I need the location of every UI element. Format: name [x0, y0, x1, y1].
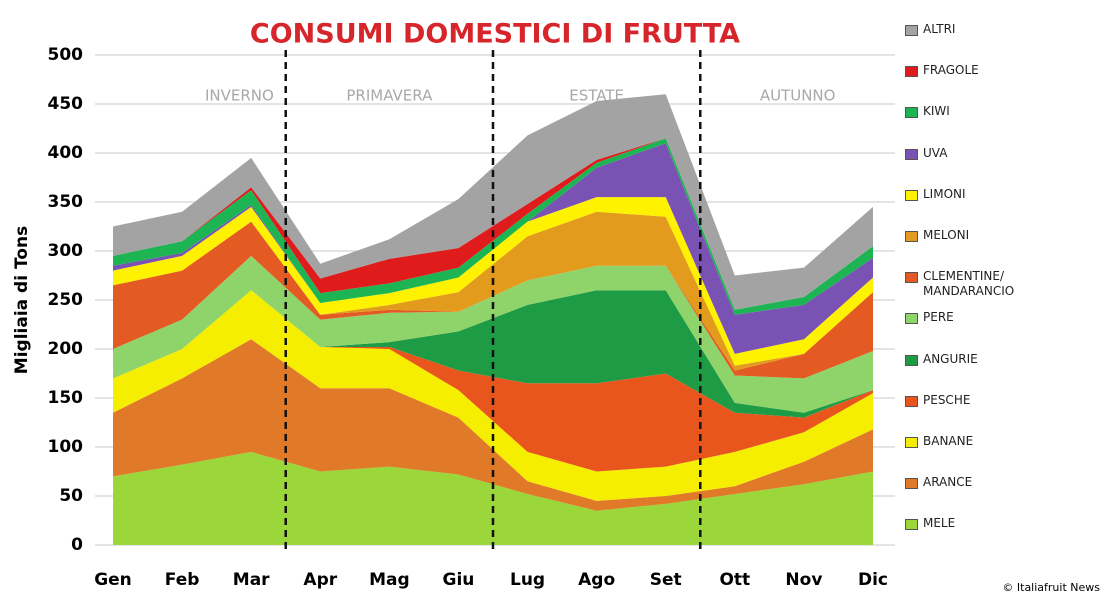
- x-tick-label: Mag: [369, 570, 410, 590]
- x-tick-label: Giu: [443, 570, 475, 590]
- y-axis-label: Migliaia di Tons: [12, 226, 32, 374]
- legend-item: CLEMENTINE/ MANDARANCIO: [905, 269, 1105, 310]
- legend-item: PERE: [905, 310, 1105, 351]
- legend-item: ARANCE: [905, 475, 1105, 516]
- legend-label: ARANCE: [923, 475, 1023, 490]
- y-tick-label: 500: [48, 45, 84, 65]
- x-tick-label: Mar: [233, 570, 270, 590]
- chart-title: CONSUMI DOMESTICI DI FRUTTA: [250, 19, 740, 50]
- legend-item: MELONI: [905, 228, 1105, 269]
- legend-label: MELE: [923, 516, 1023, 531]
- legend-swatch: [905, 66, 918, 77]
- season-label: INVERNO: [205, 87, 274, 105]
- legend-label: PERE: [923, 310, 1023, 325]
- legend-swatch: [905, 25, 918, 36]
- y-tick-label: 50: [59, 486, 83, 506]
- x-tick-label: Gen: [94, 570, 132, 590]
- legend-swatch: [905, 107, 918, 118]
- legend-swatch: [905, 519, 918, 530]
- y-tick-label: 350: [48, 192, 84, 212]
- legend-item: UVA: [905, 146, 1105, 187]
- legend-label: ANGURIE: [923, 352, 1023, 367]
- credit: © Italiafruit News: [1002, 581, 1100, 594]
- legend-swatch: [905, 478, 918, 489]
- legend-item: KIWI: [905, 104, 1105, 145]
- legend-label: PESCHE: [923, 393, 1023, 408]
- x-tick-label: Set: [650, 570, 682, 590]
- y-tick-label: 400: [48, 143, 84, 163]
- y-tick-label: 300: [48, 241, 84, 261]
- legend-swatch: [905, 313, 918, 324]
- legend-label: CLEMENTINE/ MANDARANCIO: [923, 269, 1023, 299]
- legend-item: ANGURIE: [905, 352, 1105, 393]
- y-tick-label: 0: [71, 535, 83, 555]
- legend-item: FRAGOLE: [905, 63, 1105, 104]
- legend-label: FRAGOLE: [923, 63, 1023, 78]
- y-tick-label: 450: [48, 94, 84, 114]
- legend-item: MELE: [905, 516, 1105, 557]
- y-tick-label: 100: [48, 437, 84, 457]
- legend-label: LIMONI: [923, 187, 1023, 202]
- legend-swatch: [905, 149, 918, 160]
- legend-item: LIMONI: [905, 187, 1105, 228]
- x-tick-label: Nov: [785, 570, 822, 590]
- y-tick-label: 250: [48, 290, 84, 310]
- x-tick-label: Lug: [510, 570, 545, 590]
- page: CONSUMI DOMESTICI DI FRUTTA Migliaia di …: [0, 0, 1108, 596]
- x-tick-label: Apr: [303, 570, 337, 590]
- season-label: ESTATE: [569, 87, 624, 105]
- legend-swatch: [905, 190, 918, 201]
- x-tick-label: Feb: [165, 570, 200, 590]
- legend-swatch: [905, 437, 918, 448]
- legend-item: ALTRI: [905, 22, 1105, 63]
- legend-label: BANANE: [923, 434, 1023, 449]
- legend-swatch: [905, 355, 918, 366]
- y-tick-label: 200: [48, 339, 84, 359]
- legend-item: BANANE: [905, 434, 1105, 475]
- x-tick-label: Dic: [858, 570, 888, 590]
- y-tick-label: 150: [48, 388, 84, 408]
- x-tick-label: Ott: [719, 570, 750, 590]
- legend-label: ALTRI: [923, 22, 1023, 37]
- x-tick-label: Ago: [578, 570, 615, 590]
- legend-swatch: [905, 396, 918, 407]
- legend-label: MELONI: [923, 228, 1023, 243]
- legend: ALTRI FRAGOLE KIWI UVA LIMONI MELONI CLEMENTIN…: [905, 22, 1105, 557]
- legend-swatch: [905, 272, 918, 283]
- season-label: PRIMAVERA: [346, 87, 433, 105]
- season-label: AUTUNNO: [760, 87, 836, 105]
- legend-label: UVA: [923, 146, 1023, 161]
- legend-label: KIWI: [923, 104, 1023, 119]
- legend-swatch: [905, 231, 918, 242]
- legend-item: PESCHE: [905, 393, 1105, 434]
